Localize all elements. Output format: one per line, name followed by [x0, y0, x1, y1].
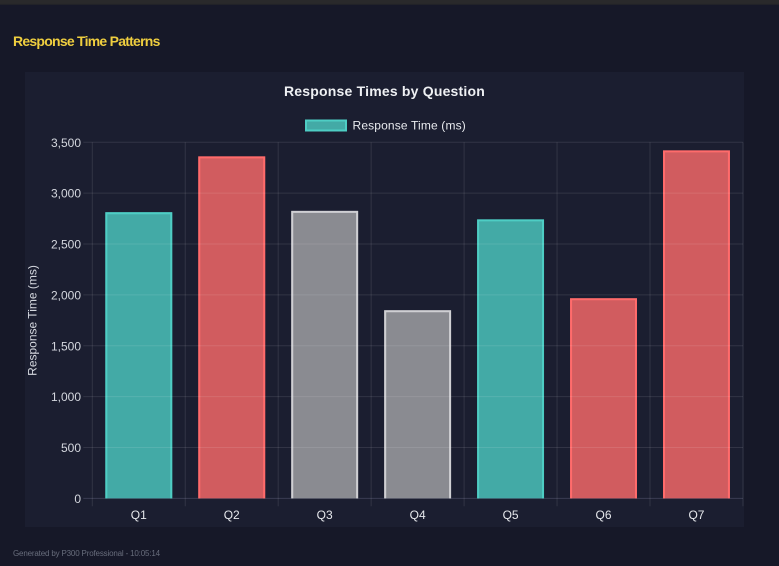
svg-text:3,000: 3,000 [51, 187, 81, 201]
svg-text:3,500: 3,500 [51, 136, 81, 150]
svg-text:Q3: Q3 [317, 508, 333, 522]
svg-text:Response Time (ms): Response Time (ms) [26, 265, 40, 376]
svg-text:Response Time (ms): Response Time (ms) [353, 119, 466, 133]
svg-text:2,500: 2,500 [51, 238, 81, 252]
svg-text:Q2: Q2 [224, 508, 240, 522]
svg-text:2,000: 2,000 [51, 288, 81, 302]
svg-text:500: 500 [61, 441, 81, 455]
svg-text:Q4: Q4 [410, 508, 426, 522]
svg-text:Q5: Q5 [503, 508, 519, 522]
svg-text:Q6: Q6 [596, 508, 612, 522]
svg-text:0: 0 [74, 492, 81, 506]
svg-text:Q7: Q7 [688, 508, 704, 522]
svg-text:Response Times by Question: Response Times by Question [284, 83, 485, 99]
svg-text:1,000: 1,000 [51, 390, 81, 404]
svg-text:1,500: 1,500 [51, 339, 81, 353]
svg-text:Q1: Q1 [131, 508, 147, 522]
